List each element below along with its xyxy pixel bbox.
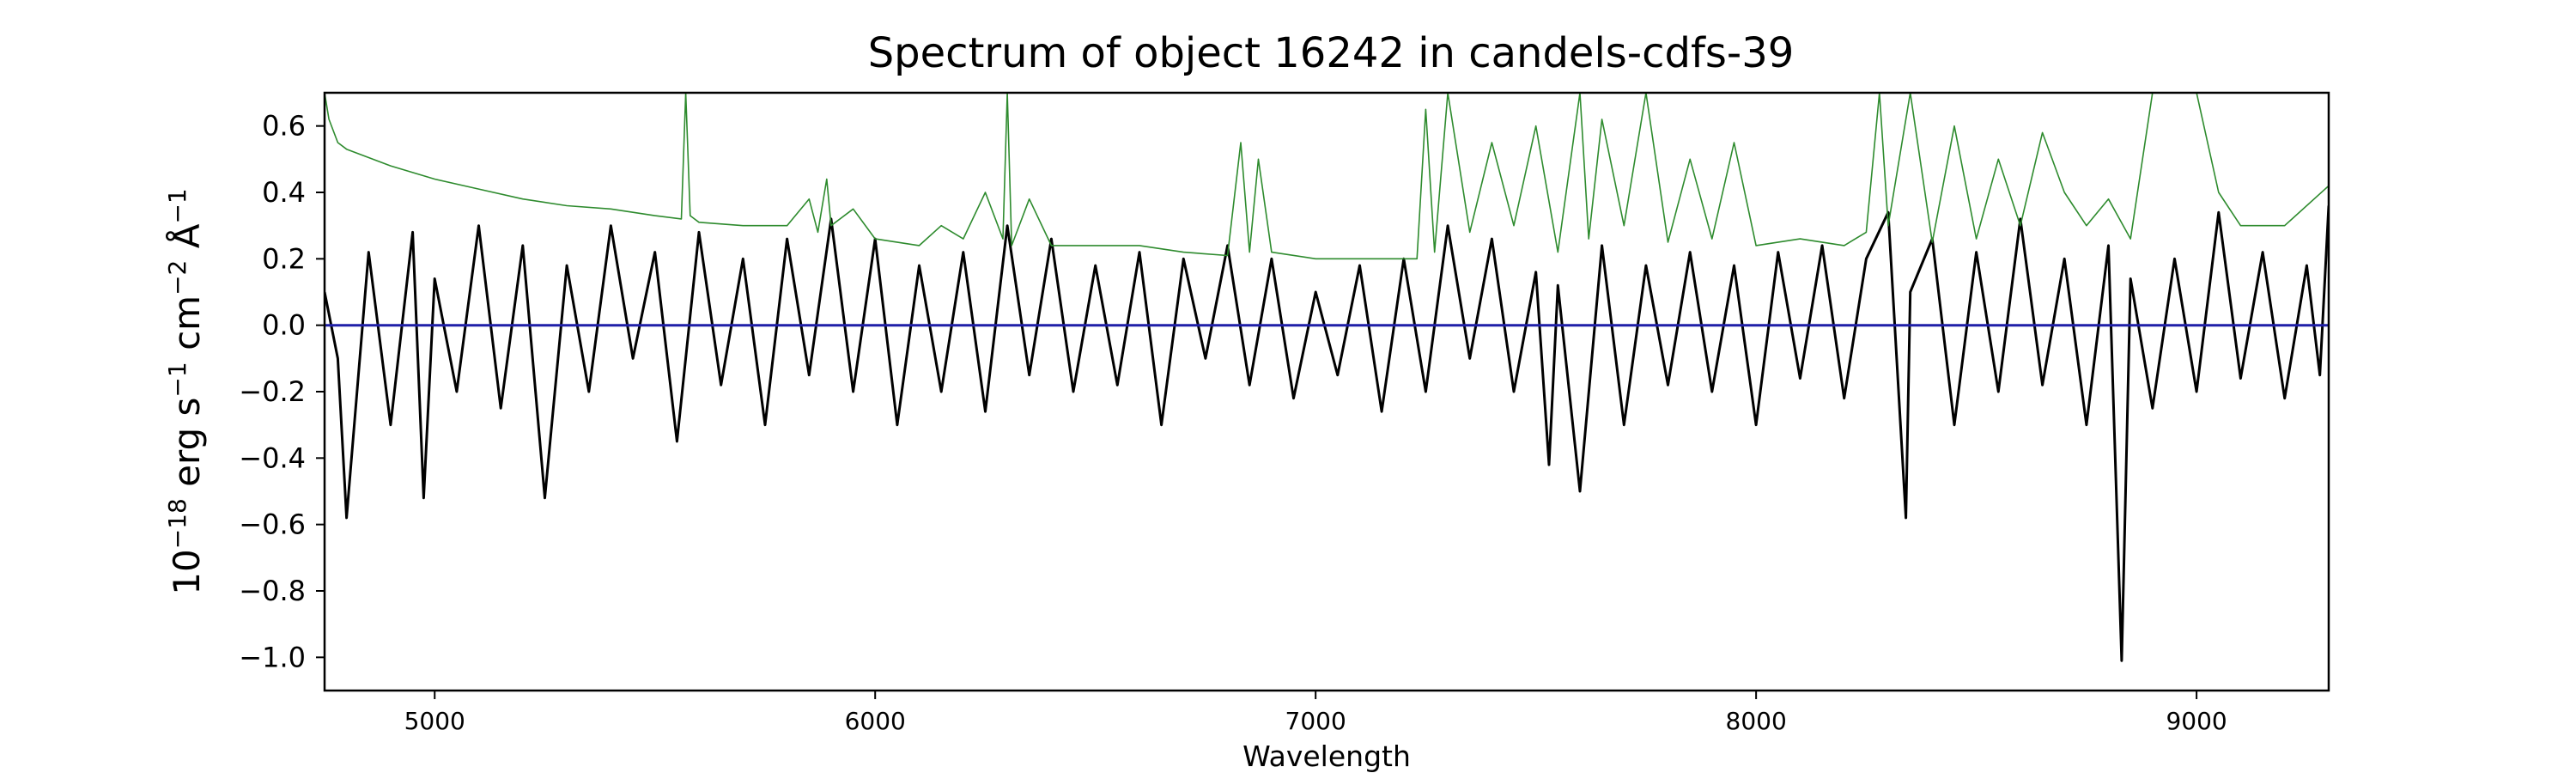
x-tick-label: 8000 [1726, 707, 1787, 735]
y-tick-label: −0.6 [239, 508, 306, 541]
y-tick-label: −0.2 [239, 375, 306, 408]
y-tick-label: −0.8 [239, 575, 306, 607]
y-label-exp-4: −1 [163, 188, 191, 223]
y-axis: 0.6 0.4 0.2 0.0 −0.2 −0.4 −0.6 −0.8 −1.0 [239, 110, 325, 673]
x-tick-label: 7000 [1285, 707, 1346, 735]
x-axis: 5000 6000 7000 8000 9000 [404, 691, 2227, 735]
x-axis-label: Wavelength [1242, 740, 1411, 773]
chart-title: Spectrum of object 16242 in candels-cdfs… [868, 29, 1795, 77]
series-layer [325, 93, 2329, 662]
y-label-unit-1: erg s [166, 398, 208, 499]
x-tick-label: 9000 [2166, 707, 2227, 735]
y-label-exp: −18 [163, 498, 191, 549]
y-label-exp-2: −1 [163, 362, 191, 397]
y-axis-label: 10−18 erg s−1 cm−2 Å−1 [163, 188, 209, 594]
y-tick-label: −1.0 [239, 641, 306, 673]
y-label-unit-3: Å [165, 223, 208, 259]
flux-series-line [325, 205, 2329, 662]
y-tick-label: 0.0 [262, 309, 306, 342]
x-tick-label: 5000 [404, 707, 465, 735]
x-tick-label: 6000 [845, 707, 906, 735]
error-series-line [325, 93, 2329, 260]
y-tick-label: −0.4 [239, 441, 306, 474]
y-tick-label: 0.2 [262, 242, 306, 275]
y-tick-label: 0.6 [262, 110, 306, 143]
y-tick-label: 0.4 [262, 176, 306, 209]
y-label-unit-2: cm [166, 295, 208, 362]
y-label-exp-3: −2 [163, 260, 191, 295]
y-label-base: 10 [166, 549, 208, 594]
